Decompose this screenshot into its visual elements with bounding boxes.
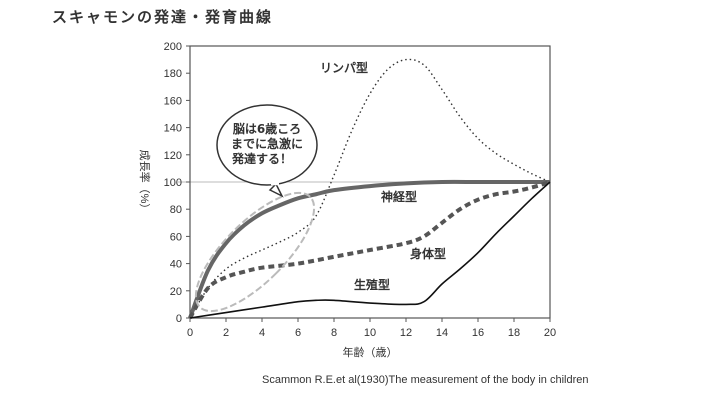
annotation-callout: 脳は6歳ころ までに急激に 発達する！ <box>194 104 318 313</box>
series-label: リンパ型 <box>320 60 368 75</box>
x-tick-label: 18 <box>508 327 520 339</box>
y-tick-label: 180 <box>164 68 182 80</box>
x-tick-label: 20 <box>544 327 556 339</box>
series-line-3 <box>189 181 551 319</box>
series-line-1 <box>188 179 551 319</box>
x-tick-label: 10 <box>364 327 376 339</box>
x-tick-label: 14 <box>436 327 448 339</box>
highlight-ellipse <box>194 191 316 313</box>
y-tick-label: 40 <box>170 259 182 271</box>
x-tick-label: 0 <box>187 327 193 339</box>
y-tick-label: 160 <box>164 95 182 107</box>
source-citation: Scammon R.E.et al(1930)The measurement o… <box>262 374 589 386</box>
y-tick-label: 200 <box>164 41 182 53</box>
x-tick-label: 16 <box>472 327 484 339</box>
series-label: 身体型 <box>410 246 446 261</box>
y-tick-label: 120 <box>164 150 182 162</box>
annotation-line: 脳は6歳ころ <box>233 121 301 136</box>
y-tick-label: 20 <box>170 286 182 298</box>
annotation-line: までに急激に <box>231 136 303 151</box>
callout-tail <box>268 182 284 198</box>
annotation-line: 発達する！ <box>231 151 292 166</box>
y-tick-label: 80 <box>170 204 182 216</box>
series-label: 神経型 <box>381 189 417 204</box>
callout-bubble <box>216 104 318 186</box>
x-tick-label: 4 <box>259 327 265 339</box>
series-line-2 <box>188 180 551 320</box>
y-tick-label: 100 <box>164 177 182 189</box>
x-axis-label: 年齢（歳） <box>343 345 398 359</box>
y-tick-label: 60 <box>170 231 182 243</box>
x-tick-label: 2 <box>223 327 229 339</box>
x-tick-label: 12 <box>400 327 412 339</box>
y-tick-label: 0 <box>176 313 182 325</box>
chart-title: スキャモンの発達・発育曲線 <box>52 8 274 26</box>
series-label: 生殖型 <box>354 277 390 292</box>
y-tick-label: 140 <box>164 123 182 135</box>
x-tick-label: 8 <box>331 327 337 339</box>
x-tick-label: 6 <box>295 327 301 339</box>
y-axis-label: 成長率（%） <box>138 150 152 215</box>
